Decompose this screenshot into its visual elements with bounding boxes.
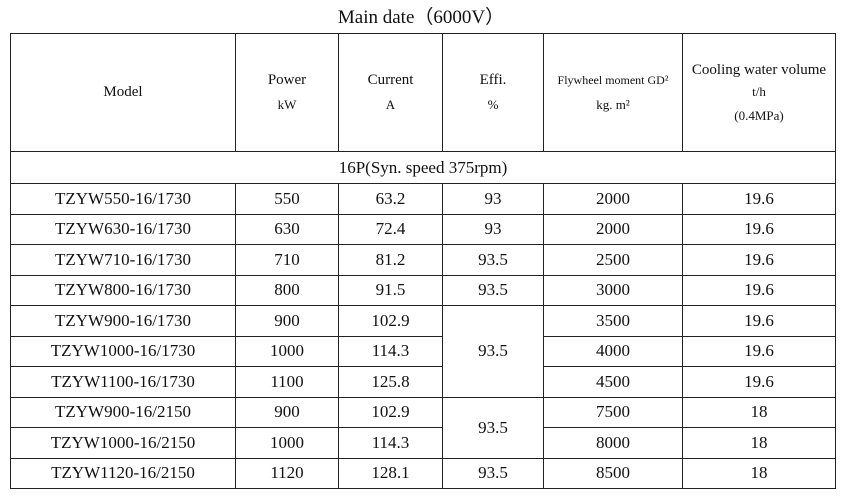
power-cell: 1120 [235,457,339,489]
current-cell: 114.3 [338,427,443,459]
cooling-cell: 19.6 [682,274,836,306]
cooling-cell: 19.6 [682,183,836,215]
section-row: 16P(Syn. speed 375rpm) [10,151,836,184]
current-cell: 91.5 [338,274,443,306]
header-text: Cooling water volume [691,62,827,78]
power-cell: 900 [235,305,339,337]
effi-cell: 93.5 [442,305,544,398]
flywheel-cell: 4500 [543,366,683,398]
header-text: Model [103,84,143,100]
model-cell: TZYW1000-16/2150 [10,427,236,459]
data-row: TZYW800-16/1730 800 91.5 93.5 3000 19.6 [10,274,836,306]
model-cell: TZYW900-16/2150 [10,396,236,428]
header-cell: Power kW [235,33,339,152]
data-row: TZYW710-16/1730 710 81.2 93.5 2500 19.6 [10,244,836,276]
header-unit: kg. m² [596,97,630,112]
power-cell: 630 [235,213,339,245]
power-cell: 710 [235,244,339,276]
spec-table: Model Power kW Current A Effi.% Flywheel m… [10,33,836,489]
current-cell: 63.2 [338,183,443,215]
header-cell: Flywheel moment GD² kg. m² [543,33,683,152]
current-cell: 128.1 [338,457,443,489]
header-cell: Effi.% [442,33,544,152]
data-row: TZYW1100-16/1730 1100 125.8 4500 19.6 [10,366,836,398]
header-text: Power [267,72,307,88]
cooling-cell: 19.6 [682,305,836,337]
cooling-cell: 19.6 [682,213,836,245]
data-row: TZYW900-16/2150 900 102.9 93.5 7500 18 [10,396,836,459]
current-cell: 72.4 [338,213,443,245]
cooling-cell: 18 [682,427,836,459]
power-cell: 1000 [235,427,339,459]
model-cell: TZYW1000-16/1730 [10,335,236,367]
flywheel-cell: 3000 [543,274,683,306]
flywheel-cell: 2500 [543,244,683,276]
current-cell: 114.3 [338,335,443,367]
power-cell: 1000 [235,335,339,367]
power-cell: 550 [235,183,339,215]
cooling-cell: 18 [682,396,836,428]
flywheel-cell: 2000 [543,213,683,245]
effi-cell: 93.5 [442,274,544,306]
header-row: Model Power kW Current A Effi.% Flywheel m… [10,33,836,152]
effi-cell: 93.5 [442,396,544,459]
data-row: TZYW900-16/1730 900 102.9 93.5 3500 19.6 [10,305,836,398]
header-cell: Model [10,33,236,152]
table-title: Main date（6000V） [337,7,505,28]
flywheel-cell: 4000 [543,335,683,367]
current-cell: 125.8 [338,366,443,398]
header-text: Current [367,72,414,88]
cooling-cell: 19.6 [682,366,836,398]
header-unit: A [385,97,396,112]
current-cell: 81.2 [338,244,443,276]
power-cell: 800 [235,274,339,306]
effi-cell: 93.5 [442,457,544,489]
current-cell: 102.9 [338,396,443,428]
model-cell: TZYW800-16/1730 [10,274,236,306]
data-row: TZYW630-16/1730 630 72.4 93 2000 19.6 [10,213,836,245]
model-cell: TZYW1100-16/1730 [10,366,236,398]
table-body: Model Power kW Current A Effi.% Flywheel m… [10,33,836,489]
data-row: TZYW550-16/1730 550 63.2 93 2000 19.6 [10,183,836,215]
cooling-cell: 19.6 [682,335,836,367]
model-cell: TZYW630-16/1730 [10,213,236,245]
model-cell: TZYW550-16/1730 [10,183,236,215]
data-row: TZYW1000-16/2150 1000 114.3 8000 18 [10,427,836,459]
effi-cell: 93 [442,183,544,215]
flywheel-cell: 3500 [543,305,683,337]
current-cell: 102.9 [338,305,443,337]
flywheel-cell: 8000 [543,427,683,459]
header-unit: % [487,97,499,112]
data-row: TZYW1120-16/2150 1120 128.1 93.5 8500 18 [10,457,836,489]
header-unit: t/h [752,84,766,99]
effi-cell: 93.5 [442,244,544,276]
data-row: TZYW1000-16/1730 1000 114.3 4000 19.6 [10,335,836,367]
model-cell: TZYW710-16/1730 [10,244,236,276]
header-cell: Current A [338,33,443,152]
flywheel-cell: 7500 [543,396,683,428]
header-text: Effi. [479,72,507,88]
header-unit: (0.4MPa) [734,108,784,123]
effi-cell: 93 [442,213,544,245]
power-cell: 900 [235,396,339,428]
header-text: Flywheel moment GD² [557,73,669,87]
flywheel-cell: 2000 [543,183,683,215]
header-cell: Cooling water volume t/h (0.4MPa) [682,33,836,152]
flywheel-cell: 8500 [543,457,683,489]
section-cell: 16P(Syn. speed 375rpm) [10,151,836,184]
cooling-cell: 18 [682,457,836,489]
model-cell: TZYW900-16/1730 [10,305,236,337]
model-cell: TZYW1120-16/2150 [10,457,236,489]
cooling-cell: 19.6 [682,244,836,276]
header-unit: kW [277,97,297,112]
power-cell: 1100 [235,366,339,398]
